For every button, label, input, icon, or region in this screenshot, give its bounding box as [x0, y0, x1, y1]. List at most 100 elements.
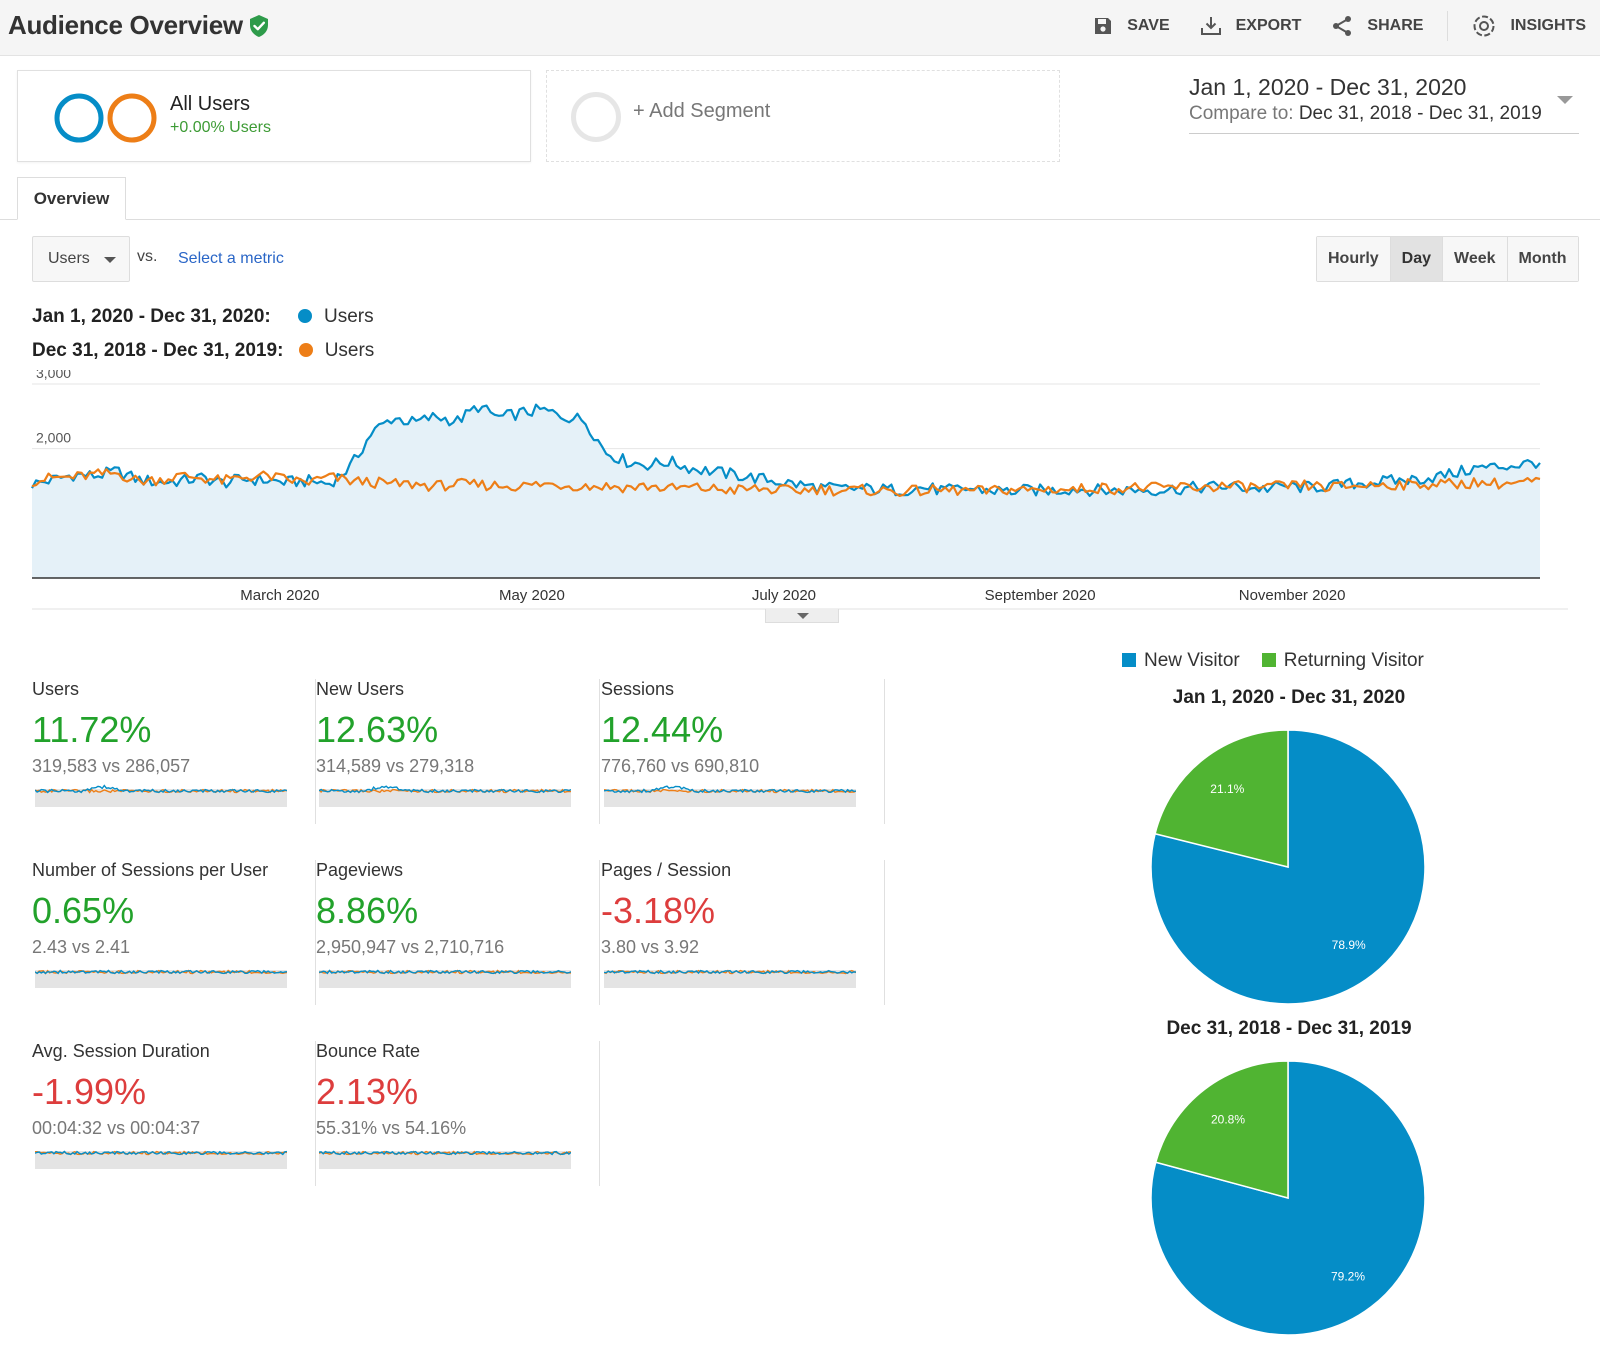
scorecard[interactable]: Avg. Session Duration -1.99% 00:04:32 vs 0…: [32, 1041, 316, 1186]
pie-slice-returning-visitor[interactable]: [1154, 729, 1289, 868]
sparkline-current: [35, 1150, 287, 1156]
scorecard[interactable]: Users 11.72% 319,583 vs 286,057: [32, 679, 316, 824]
legend-current-range: Jan 1, 2020 - Dec 31, 2020:: [32, 306, 271, 327]
y-tick-label: 2,000: [36, 430, 71, 446]
scorecard-sparkline: [604, 969, 856, 988]
legend-previous: Dec 31, 2018 - Dec 31, 2019: Users: [32, 340, 374, 362]
pie-legend-new-label: New Visitor: [1144, 650, 1240, 671]
caret-down-icon: [104, 257, 116, 263]
scorecard-change: 2.13%: [316, 1071, 419, 1112]
scorecard-compare: 55.31% vs 54.16%: [316, 1118, 467, 1138]
scorecard-compare: 00:04:32 vs 00:04:37: [32, 1118, 201, 1138]
x-tick-label: March 2020: [240, 587, 319, 604]
scorecard-compare: 319,583 vs 286,057: [32, 756, 191, 776]
sparkline-bg: [319, 970, 571, 988]
pie-legend-returning-swatch: [1261, 653, 1276, 667]
scorecard-label: Sessions: [601, 679, 675, 699]
save-button[interactable]: SAVE: [1093, 16, 1170, 36]
date-range-compare: Compare to: Dec 31, 2018 - Dec 31, 2019: [1189, 103, 1579, 125]
pie-title-previous: Dec 31, 2018 - Dec 31, 2019: [1166, 1018, 1412, 1039]
pie-slice-label: 79.2%: [1331, 1269, 1365, 1283]
scorecard[interactable]: New Users 12.63% 314,589 vs 279,318: [316, 679, 600, 824]
scorecard-change: -3.18%: [601, 890, 716, 931]
hourly-button[interactable]: Hourly: [1317, 237, 1391, 281]
sparkline-current: [604, 969, 856, 975]
scorecard-label: Pages / Session: [601, 860, 732, 880]
insights-button[interactable]: INSIGHTS: [1472, 14, 1586, 38]
segment-name: All Users: [170, 93, 251, 115]
verified-shield-icon: [250, 15, 268, 37]
scorecard-compare: 776,760 vs 690,810: [601, 756, 760, 776]
scorecard[interactable]: Pages / Session -3.18% 3.80 vs 3.92: [601, 860, 885, 1005]
scorecard-sparkline: [35, 1150, 287, 1169]
sparkline-bg: [319, 789, 571, 807]
scorecard-label: Number of Sessions per User: [32, 860, 269, 880]
add-segment-button[interactable]: + Add Segment: [546, 70, 1060, 162]
scorecard[interactable]: Sessions 12.44% 776,760 vs 690,810: [601, 679, 885, 824]
segment-delta: +0.00% Users: [170, 119, 271, 136]
x-tick-label: May 2020: [499, 587, 565, 604]
scorecard[interactable]: Bounce Rate 2.13% 55.31% vs 54.16%: [316, 1041, 600, 1186]
sparkline-current: [35, 969, 287, 975]
sparkline-bg: [35, 970, 287, 988]
scorecard-compare: 314,589 vs 279,318: [316, 756, 475, 776]
sparkline-bg: [35, 789, 287, 807]
pie-title-current: Jan 1, 2020 - Dec 31, 2020: [1172, 687, 1406, 708]
x-tick-label: July 2020: [752, 587, 816, 604]
legend-current-dot: [298, 309, 312, 323]
metric-dropdown-value: Users: [48, 250, 90, 267]
date-range-main: Jan 1, 2020 - Dec 31, 2020: [1189, 74, 1467, 100]
segment-all-users[interactable]: All Users +0.00% Users: [17, 70, 531, 162]
sparkline-bg: [604, 789, 856, 807]
scorecard-change: 12.63%: [316, 709, 439, 750]
scorecard-label: Users: [32, 679, 80, 699]
scorecard-label: Pageviews: [316, 860, 404, 880]
scorecard-sparkline: [35, 784, 287, 807]
sparkline-current: [319, 785, 571, 794]
pie-legend-returning: Returning Visitor: [1261, 650, 1424, 672]
pie-chart-previous[interactable]: 79.2% 20.8%: [1148, 1058, 1428, 1338]
pie-slice-returning-visitor[interactable]: [1154, 1060, 1289, 1199]
x-tick-label: September 2020: [985, 587, 1096, 604]
toolbar-divider: [1447, 11, 1449, 41]
page-header: Audience Overview SAVE EXPORT: [0, 0, 1600, 56]
date-range-picker[interactable]: Jan 1, 2020 - Dec 31, 2020 Compare to: D…: [1189, 74, 1579, 134]
pie-legend-new-swatch: [1122, 653, 1136, 667]
add-segment-label: + Add Segment: [633, 100, 771, 122]
sparkline-current: [35, 784, 287, 794]
series-line-previous: [31, 468, 1541, 497]
chevron-down-icon: [1557, 96, 1573, 104]
sparkline-current: [319, 1150, 571, 1156]
legend-previous-range: Dec 31, 2018 - Dec 31, 2019:: [32, 340, 284, 361]
insights-label: INSIGHTS: [1510, 17, 1586, 34]
pie-legend-returning-label: Returning Visitor: [1283, 650, 1424, 671]
scorecard[interactable]: Number of Sessions per User 0.65% 2.43 vs …: [32, 860, 316, 1005]
month-button[interactable]: Month: [1507, 237, 1578, 281]
scorecard-label: Avg. Session Duration: [32, 1041, 210, 1061]
segment-rings-icon: [54, 93, 157, 143]
series-area-current: [32, 404, 1540, 578]
week-button[interactable]: Week: [1443, 237, 1508, 281]
share-icon: [1333, 16, 1352, 36]
scorecard-change: 8.86%: [316, 890, 419, 931]
pie-slice-label: 21.1%: [1210, 782, 1244, 796]
legend-previous-dot: [298, 343, 313, 357]
save-label: SAVE: [1127, 17, 1170, 34]
share-button[interactable]: SHARE: [1331, 15, 1423, 37]
insights-icon: [1473, 15, 1495, 37]
pie-chart-current[interactable]: 78.9% 21.1%: [1148, 727, 1428, 1007]
select-metric-link[interactable]: Select a metric: [178, 250, 284, 267]
metric-dropdown[interactable]: Users: [32, 236, 130, 282]
tab-overview[interactable]: Overview: [17, 177, 126, 220]
chart-collapse-toggle[interactable]: [765, 609, 839, 623]
scorecard[interactable]: Pageviews 8.86% 2,950,947 vs 2,710,716: [316, 860, 600, 1005]
scorecard-compare: 2.43 vs 2.41: [32, 937, 131, 957]
day-button[interactable]: Day: [1390, 237, 1444, 281]
add-segment-ring-icon: [571, 92, 621, 142]
scorecard-label: New Users: [316, 679, 405, 699]
scorecard-sparkline: [319, 1150, 571, 1169]
save-icon: [1095, 18, 1112, 34]
export-button[interactable]: EXPORT: [1200, 15, 1301, 37]
tab-bar-line: [0, 219, 1600, 220]
